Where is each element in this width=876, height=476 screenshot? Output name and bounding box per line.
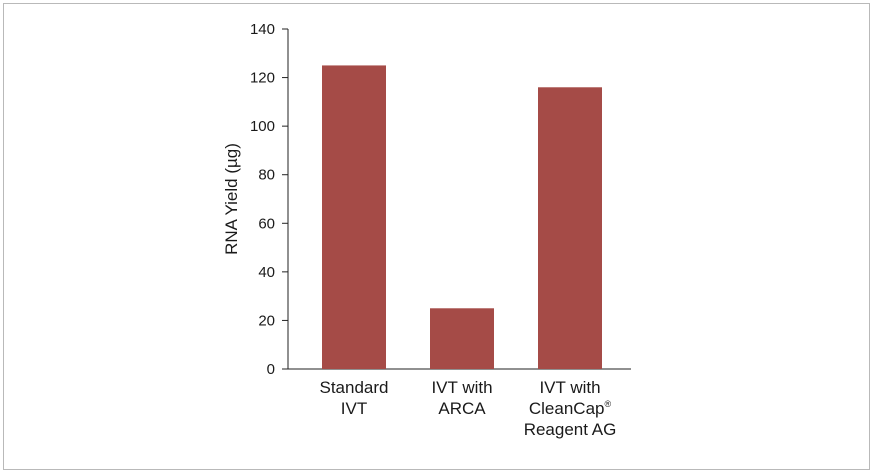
y-tick-label: 100: [250, 118, 275, 135]
x-tick-label-line: Standard: [320, 378, 389, 397]
bar-1: [322, 65, 386, 369]
y-tick-label: 0: [267, 361, 275, 378]
y-tick-label: 40: [258, 264, 275, 281]
y-axis-label: RNA Yield (µg): [222, 143, 241, 255]
bar-3: [538, 87, 602, 370]
bar-2: [430, 308, 494, 369]
x-tick-label-1: Standard IVT: [320, 378, 389, 418]
chart-frame: [3, 3, 870, 470]
y-ticks: 0 20 40 60 80 100 120 140: [250, 21, 288, 378]
x-tick-label-line: IVT: [341, 399, 367, 418]
y-tick-label: 60: [258, 215, 275, 232]
x-tick-label-line: ARCA: [438, 399, 486, 418]
x-tick-label-line: IVT with: [539, 378, 600, 397]
x-tick-label-3: IVT with CleanCap® Reagent AG: [524, 378, 617, 439]
y-tick-label: 140: [250, 21, 275, 38]
x-tick-label-line: IVT with: [431, 378, 492, 397]
y-tick-label: 80: [258, 167, 275, 184]
x-ticks: Standard IVT IVT with ARCA IVT with CleanCap®…: [320, 378, 617, 439]
bars: [322, 65, 602, 370]
x-tick-label-line: CleanCap®: [529, 399, 612, 418]
x-tick-label-2: IVT with ARCA: [431, 378, 492, 418]
y-tick-label: 120: [250, 70, 275, 87]
x-tick-label-line: Reagent AG: [524, 420, 617, 439]
y-tick-label: 20: [258, 312, 275, 329]
